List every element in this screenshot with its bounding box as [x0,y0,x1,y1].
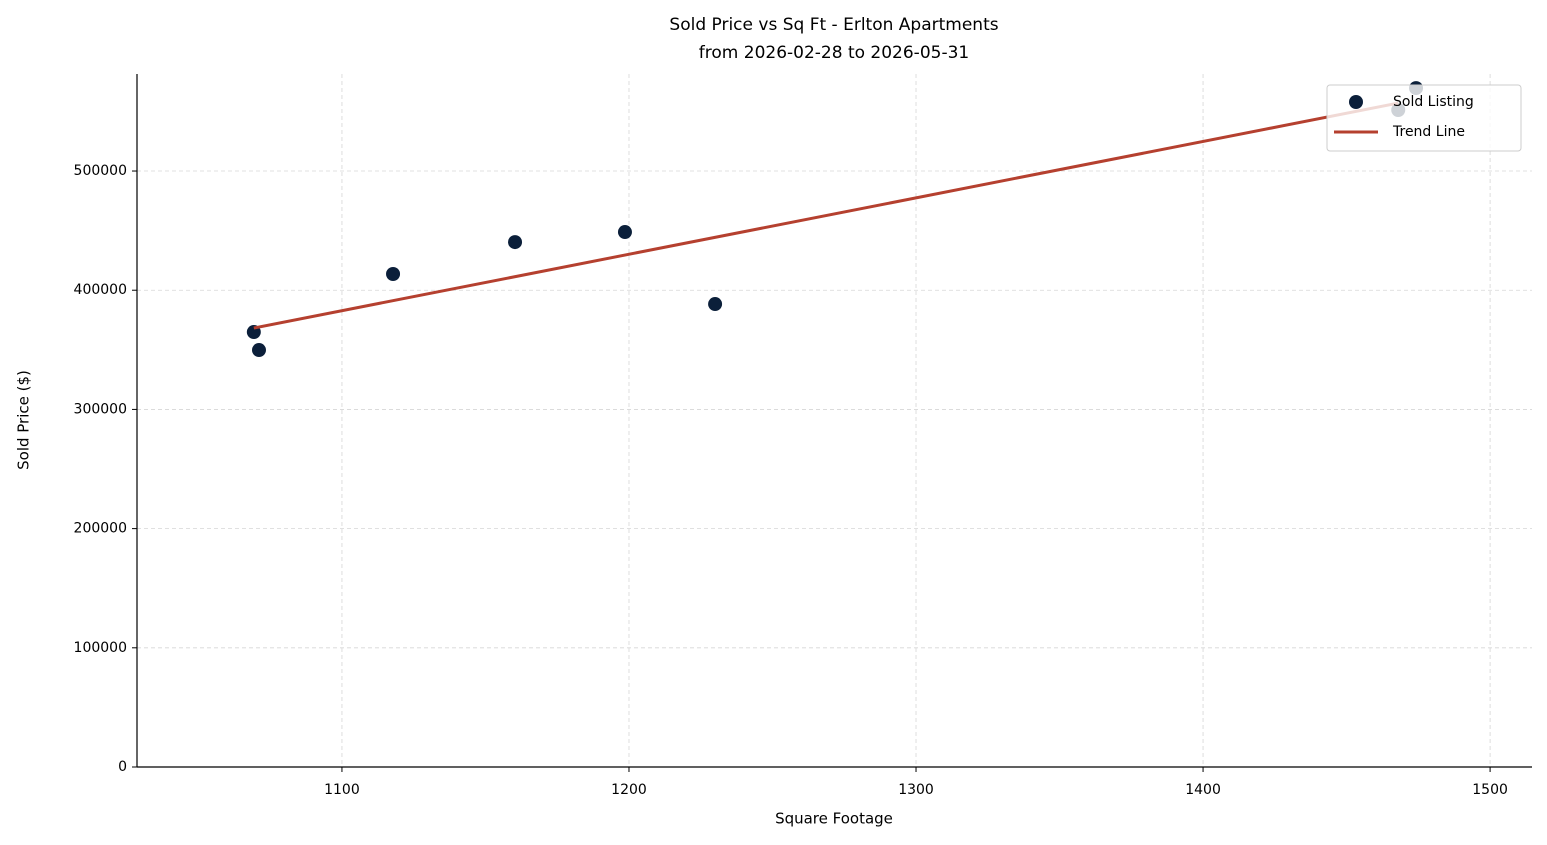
y-tick-label: 300000 [74,401,127,417]
x-axis-label: Square Footage [775,810,893,828]
legend-marker [1349,95,1363,109]
y-axis-label: Sold Price ($) [15,370,33,470]
x-tick-label: 1400 [1185,782,1221,798]
point [617,225,632,240]
y-tick-label: 400000 [74,282,127,298]
x-tick-label: 1100 [324,782,360,798]
legend-label: Trend Line [1392,124,1465,140]
y-tick-label: 100000 [74,640,127,656]
trend-line [253,101,1399,330]
x-tick-label: 1300 [898,782,934,798]
point [386,267,401,282]
y-tick-label: 200000 [74,521,127,537]
y-tick-label: 0 [118,759,127,775]
chart-title: Sold Price vs Sq Ft - Erlton Apartments [669,15,998,35]
point [508,235,523,250]
chart-subtitle: from 2026-02-28 to 2026-05-31 [699,43,969,63]
y-tick-label: 500000 [74,163,127,179]
point [251,343,266,358]
x-tick-label: 1200 [611,782,647,798]
legend-label: Sold Listing [1393,94,1474,110]
x-tick-label: 1500 [1472,782,1508,798]
legend-box [1326,84,1522,152]
point [708,297,723,312]
